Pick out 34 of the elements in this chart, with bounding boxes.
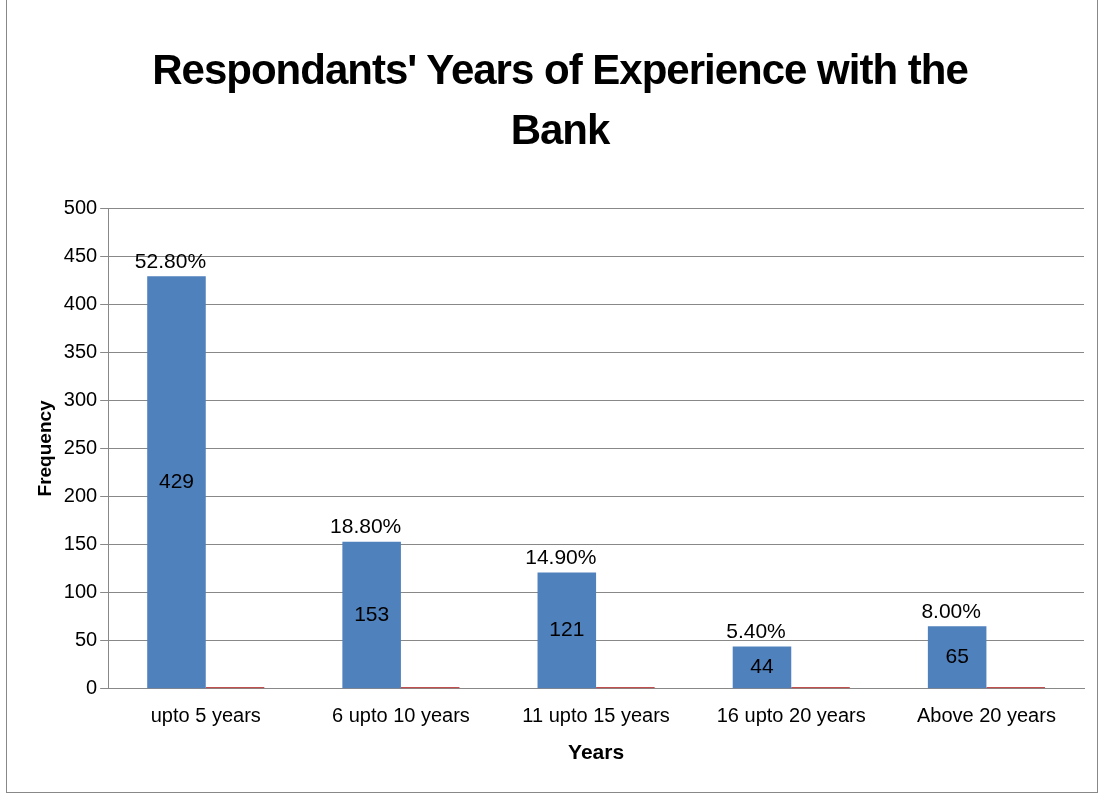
- data-label: 121: [549, 617, 585, 641]
- x-axis-title: Years: [568, 740, 625, 764]
- y-axis-title: Frequency: [33, 399, 55, 497]
- chart-title: Respondants' Years of Experience with the Bank: [151, 45, 969, 155]
- data-label: 65: [945, 644, 969, 668]
- data-label: 153: [354, 601, 390, 625]
- x-tick-label: 6 upto 10 years: [331, 704, 470, 727]
- y-tick-label: 350: [63, 339, 98, 362]
- y-tick-label: 150: [63, 532, 98, 555]
- x-tick-label: Above 20 years: [916, 704, 1056, 727]
- annotation: 18.80%: [330, 513, 402, 537]
- bar: [147, 276, 206, 689]
- y-tick-label: 50: [74, 628, 98, 651]
- y-tick-label: 0: [86, 676, 98, 699]
- y-tick-label: 200: [63, 484, 98, 506]
- x-tick-label: 16 upto 20 years: [716, 704, 866, 727]
- x-tick-label: 11 upto 15 years: [522, 704, 670, 727]
- annotation: 8.00%: [921, 598, 981, 622]
- bar: [732, 646, 792, 689]
- annotation: 14.90%: [525, 544, 597, 568]
- y-tick-label: 500: [63, 195, 98, 218]
- bar: [342, 541, 401, 689]
- data-label: 429: [158, 469, 194, 493]
- y-tick-label: 400: [63, 291, 98, 314]
- annotation: 5.40%: [726, 618, 786, 642]
- y-tick-label: 300: [63, 387, 98, 410]
- y-tick-label: 100: [63, 580, 98, 603]
- bar: [927, 626, 987, 689]
- data-label: 44: [750, 654, 774, 678]
- annotation: 52.80%: [134, 248, 207, 272]
- y-tick-label: 450: [63, 243, 98, 266]
- bar: [537, 572, 597, 689]
- y-tick-label: 250: [63, 435, 98, 458]
- x-tick-label: upto 5 years: [150, 704, 261, 727]
